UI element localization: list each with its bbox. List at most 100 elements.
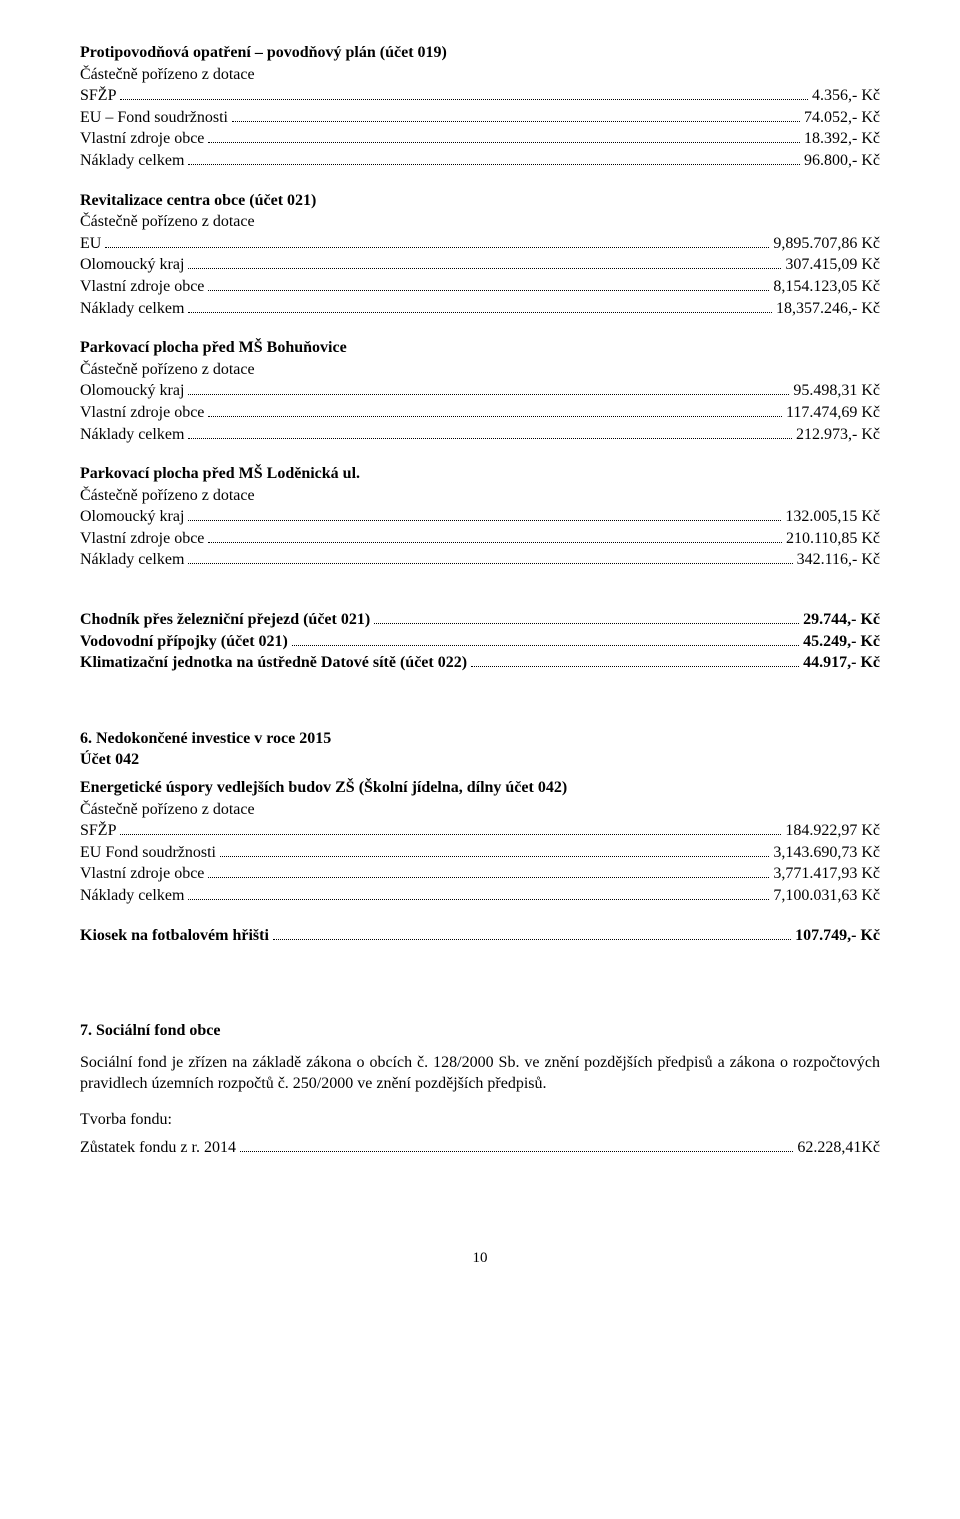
row-label: Náklady celkem: [80, 549, 184, 571]
dots: [120, 822, 781, 836]
section-parkovaci-bohunovice: Parkovací plocha před MŠ Bohuňovice Část…: [80, 337, 880, 445]
row: Vlastní zdroje obce3,771.417,93 Kč: [80, 863, 880, 885]
row: Náklady celkem 18,357.246,- Kč: [80, 298, 880, 320]
row-label: Chodník přes železniční přejezd (účet 02…: [80, 609, 370, 631]
row-label: SFŽP: [80, 820, 116, 842]
heading-6: 6. Nedokončené investice v roce 2015: [80, 728, 880, 750]
row-label: Vlastní zdroje obce: [80, 402, 204, 424]
dots: [208, 403, 782, 417]
dots: [188, 508, 781, 522]
section-subtitle: Částečně pořízeno z dotace: [80, 211, 880, 233]
section-subtitle: Částečně pořízeno z dotace: [80, 359, 880, 381]
row-label: Zůstatek fondu z r. 2014: [80, 1137, 236, 1159]
heading-7: 7. Sociální fond obce: [80, 1020, 880, 1042]
row-value: 3,771.417,93 Kč: [773, 863, 880, 885]
dots: [374, 610, 799, 624]
row-value: 8,154.123,05 Kč: [773, 276, 880, 298]
section-protipovodnova: Protipovodňová opatření – povodňový plán…: [80, 42, 880, 172]
row: Náklady celkem96.800,- Kč: [80, 150, 880, 172]
row: EU9,895.707,86 Kč: [80, 233, 880, 255]
row-value: 45.249,- Kč: [803, 631, 880, 653]
heading-6-sub: Účet 042: [80, 749, 880, 771]
row-value: 7,100.031,63 Kč: [773, 885, 880, 907]
dots: [188, 425, 792, 439]
row-value: 44.917,- Kč: [803, 652, 880, 674]
row-value: 3,143.690,73 Kč: [773, 842, 880, 864]
dots: [208, 865, 769, 879]
row-value: 307.415,09 Kč: [785, 254, 880, 276]
row-label: Vodovodní přípojky (účet 021): [80, 631, 288, 653]
row-value: 107.749,- Kč: [795, 925, 880, 947]
dots: [232, 108, 800, 122]
section-subtitle: Částečně pořízeno z dotace: [80, 64, 880, 86]
dots: [220, 843, 769, 857]
section-revitalizace: Revitalizace centra obce (účet 021) Část…: [80, 190, 880, 320]
dots: [208, 277, 769, 291]
row-value: 212.973,- Kč: [796, 424, 880, 446]
row-label: SFŽP: [80, 85, 116, 107]
dots: [188, 551, 792, 565]
row: EU – Fond soudržnosti74.052,- Kč: [80, 107, 880, 129]
row: Zůstatek fondu z r. 2014 62.228,41Kč: [80, 1137, 880, 1159]
row-value: 210.110,85 Kč: [786, 528, 880, 550]
row-label: Náklady celkem: [80, 298, 184, 320]
row: Vlastní zdroje obce210.110,85 Kč: [80, 528, 880, 550]
dots: [120, 87, 808, 101]
row-value: 9,895.707,86 Kč: [773, 233, 880, 255]
section-subtitle: Částečně pořízeno z dotace: [80, 799, 880, 821]
row-value: 95.498,31 Kč: [793, 380, 880, 402]
dots: [105, 234, 769, 248]
row: Chodník přes železniční přejezd (účet 02…: [80, 609, 880, 631]
row-label: Olomoucký kraj: [80, 380, 184, 402]
row-label: Klimatizační jednotka na ústředně Datové…: [80, 652, 467, 674]
section-kiosek: Kiosek na fotbalovém hřišti 107.749,- Kč: [80, 925, 880, 947]
row-label: Kiosek na fotbalovém hřišti: [80, 925, 269, 947]
row: Náklady celkem 212.973,- Kč: [80, 424, 880, 446]
section-socialni-fond: 7. Sociální fond obce Sociální fond je z…: [80, 1020, 880, 1158]
row: EU Fond soudržnosti3,143.690,73 Kč: [80, 842, 880, 864]
dots: [188, 886, 769, 900]
row-value: 184.922,97 Kč: [785, 820, 880, 842]
section-parkovaci-lodenicka: Parkovací plocha před MŠ Loděnická ul. Č…: [80, 463, 880, 571]
dots: [188, 299, 772, 313]
dots: [208, 130, 800, 144]
row: Vodovodní přípojky (účet 021) 45.249,- Kč: [80, 631, 880, 653]
row: Olomoucký kraj 132.005,15 Kč: [80, 506, 880, 528]
row-label: Olomoucký kraj: [80, 506, 184, 528]
row-value: 117.474,69 Kč: [786, 402, 880, 424]
row-label: Náklady celkem: [80, 885, 184, 907]
row: Vlastní zdroje obce8,154.123,05 Kč: [80, 276, 880, 298]
row-value: 18.392,- Kč: [804, 128, 880, 150]
dots: [471, 654, 799, 668]
section-title: Revitalizace centra obce (účet 021): [80, 190, 880, 212]
dots: [188, 256, 781, 270]
row-label: Olomoucký kraj: [80, 254, 184, 276]
row-value: 96.800,- Kč: [804, 150, 880, 172]
row: Klimatizační jednotka na ústředně Datové…: [80, 652, 880, 674]
row: Vlastní zdroje obce 117.474,69 Kč: [80, 402, 880, 424]
page-number: 10: [80, 1248, 880, 1268]
dots: [208, 529, 782, 543]
row: SFŽP 184.922,97 Kč: [80, 820, 880, 842]
section-title: Protipovodňová opatření – povodňový plán…: [80, 42, 880, 64]
row-value: 62.228,41Kč: [797, 1137, 880, 1159]
row-value: 18,357.246,- Kč: [776, 298, 880, 320]
row-label: EU – Fond soudržnosti: [80, 107, 228, 129]
row-value: 132.005,15 Kč: [785, 506, 880, 528]
tvorba-label: Tvorba fondu:: [80, 1109, 880, 1131]
row-label: Náklady celkem: [80, 424, 184, 446]
dots: [188, 151, 800, 165]
row-value: 4.356,- Kč: [812, 85, 880, 107]
row-label: Vlastní zdroje obce: [80, 128, 204, 150]
dots: [188, 382, 789, 396]
section-title: Parkovací plocha před MŠ Bohuňovice: [80, 337, 880, 359]
row-value: 29.744,- Kč: [803, 609, 880, 631]
section-nedokoncene: 6. Nedokončené investice v roce 2015 Úče…: [80, 728, 880, 907]
row: Náklady celkem342.116,- Kč: [80, 549, 880, 571]
row: Vlastní zdroje obce 18.392,- Kč: [80, 128, 880, 150]
section-misc-bold: Chodník přes železniční přejezd (účet 02…: [80, 609, 880, 674]
section-title: Energetické úspory vedlejších budov ZŠ (…: [80, 777, 880, 799]
section-title: Parkovací plocha před MŠ Loděnická ul.: [80, 463, 880, 485]
dots: [240, 1138, 793, 1152]
section-subtitle: Částečně pořízeno z dotace: [80, 485, 880, 507]
